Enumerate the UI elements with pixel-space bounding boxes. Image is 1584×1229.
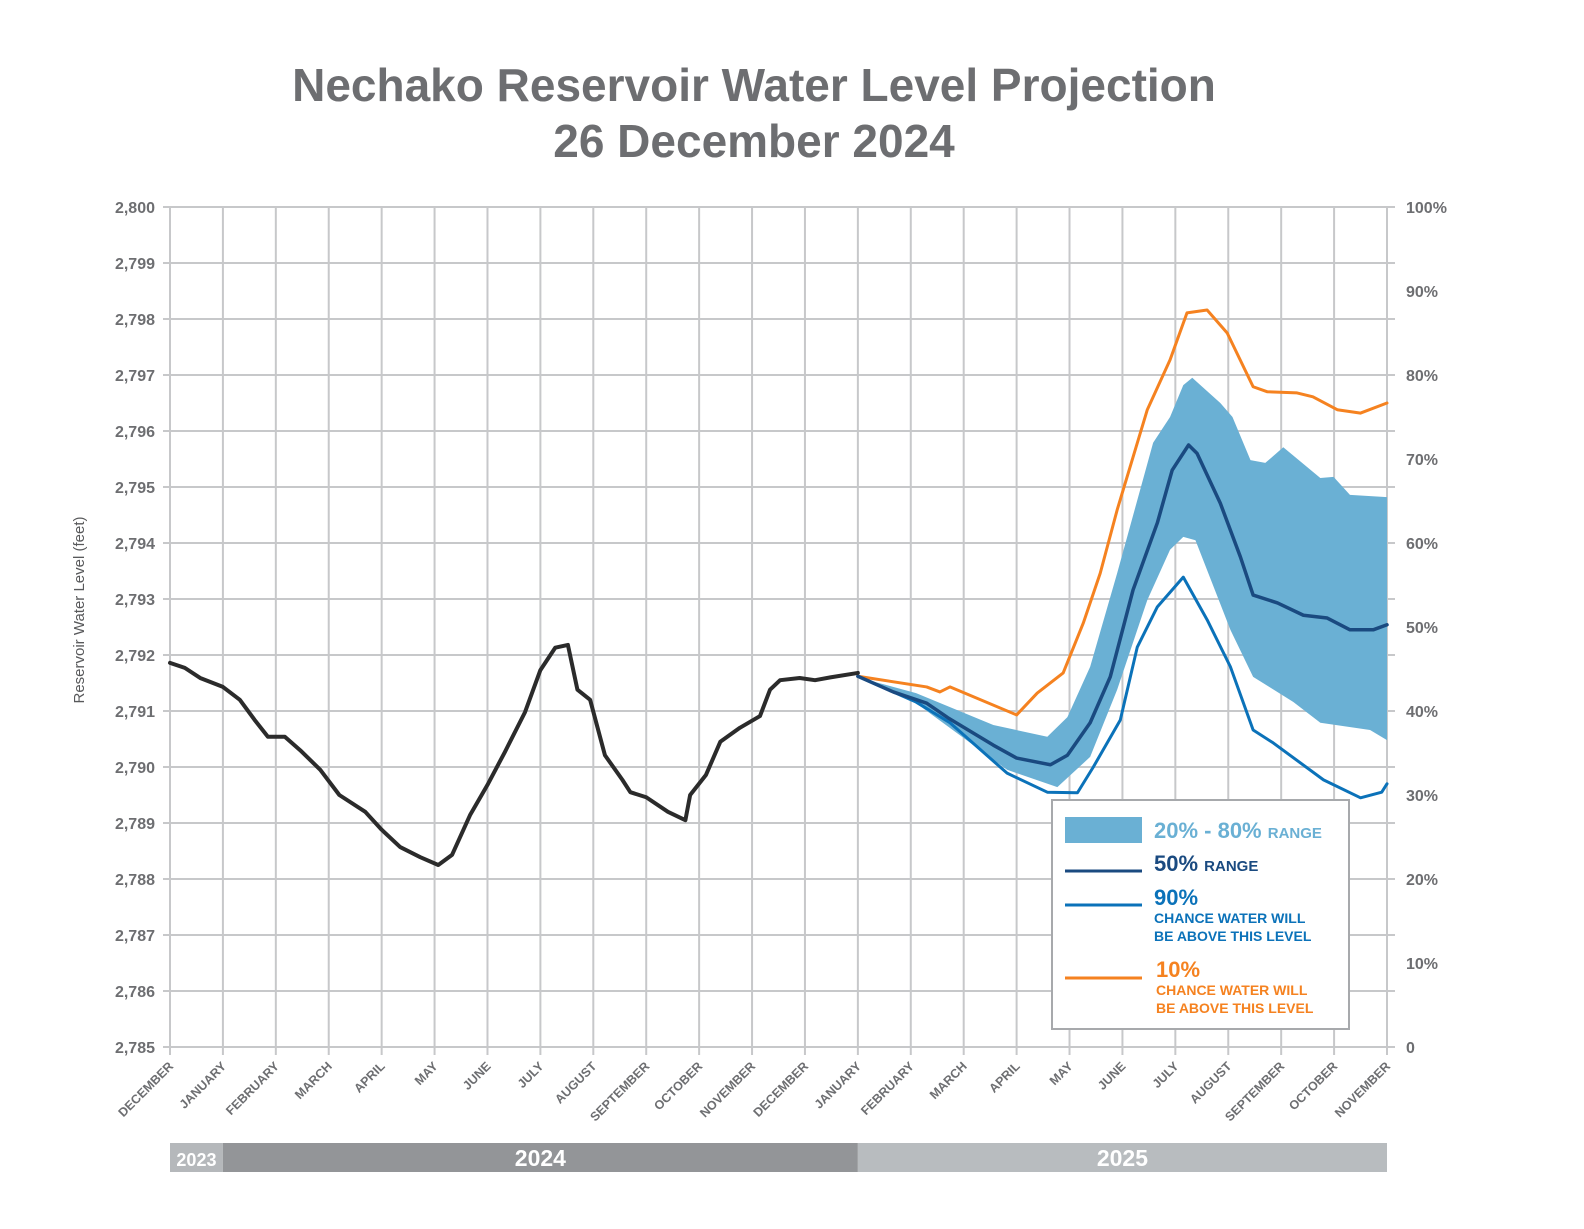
- year-label: 2024: [515, 1145, 566, 1171]
- legend-band-suffix: RANGE: [1268, 825, 1322, 842]
- x-tick-label: JANUARY: [812, 1059, 865, 1112]
- x-tick-label: MARCH: [292, 1059, 335, 1102]
- x-tick-label: FEBRUARY: [858, 1059, 917, 1118]
- x-tick-label: OCTOBER: [1286, 1059, 1340, 1113]
- legend-p50-label: 50%: [1154, 851, 1198, 876]
- x-tick-label: DECEMBER: [116, 1059, 176, 1119]
- y2-axis: 0 10% 20% 30% 40% 50% 60% 70% 80% 90% 100%: [1406, 200, 1447, 1057]
- y-axis-label: Reservoir Water Level (feet): [71, 516, 88, 703]
- year-segment-2023: [170, 1143, 223, 1172]
- y-tick-label: 2,790: [115, 760, 155, 777]
- y2-tick-label: 100%: [1406, 200, 1447, 217]
- legend-p90-label: 90%: [1154, 885, 1198, 910]
- y2-tick-label: 50%: [1406, 620, 1438, 637]
- y2-tick-label: 60%: [1406, 536, 1438, 553]
- x-tick-label: MAY: [1047, 1059, 1076, 1088]
- x-tick-label: APRIL: [986, 1059, 1023, 1096]
- y-tick-label: 2,797: [115, 368, 155, 385]
- legend-p10-line2: BE ABOVE THIS LEVEL: [1156, 1000, 1314, 1016]
- year-segment-2024: [222, 1143, 858, 1172]
- series-line-p90: [856, 575, 1389, 800]
- y2-tick-label: 80%: [1406, 368, 1438, 385]
- y-tick-label: 2,794: [115, 536, 155, 553]
- x-tick-label: APRIL: [351, 1059, 388, 1096]
- x-tick-label: AUGUST: [552, 1059, 599, 1106]
- series-line-p50: [856, 443, 1389, 767]
- x-tick-label: MARCH: [927, 1059, 970, 1102]
- y2-tick-label: 10%: [1406, 956, 1438, 973]
- series-line-historical: [168, 642, 860, 867]
- y-tick-label: 2,800: [115, 200, 155, 217]
- x-tick-label: NOVEMBER: [697, 1059, 758, 1120]
- chart-title: Nechako Reservoir Water Level Projection: [292, 59, 1216, 111]
- legend: 20% - 80% RANGE 50% RANGE 90% CHANCE WAT…: [1051, 799, 1350, 1030]
- y2-tick-label: 90%: [1406, 284, 1438, 301]
- legend-p90-line2: BE ABOVE THIS LEVEL: [1154, 928, 1312, 944]
- legend-swatch-band: [1065, 817, 1142, 843]
- x-tick-label: OCTOBER: [651, 1059, 705, 1113]
- y-tick-label: 2,793: [115, 592, 155, 609]
- y-tick-label: 2,796: [115, 424, 155, 441]
- band-20-80: [857, 377, 1387, 788]
- y-tick-label: 2,792: [115, 648, 155, 665]
- year-label: 2023: [176, 1150, 216, 1170]
- y-tick-label: 2,791: [115, 704, 155, 721]
- x-tick-label: DECEMBER: [751, 1059, 811, 1119]
- x-tick-label: FEBRUARY: [223, 1059, 282, 1118]
- legend-p10-label: 10%: [1156, 957, 1200, 982]
- y-tick-label: 2,789: [115, 816, 155, 833]
- y-axis: 2,785 2,786 2,787 2,788 2,789 2,790 2,791 2,792…: [115, 200, 155, 1057]
- legend-band-label: 20% - 80%: [1154, 818, 1262, 843]
- y-tick-label: 2,785: [115, 1040, 155, 1057]
- y2-tick-label: 40%: [1406, 704, 1438, 721]
- x-tick-label: JULY: [1150, 1059, 1182, 1091]
- y-tick-label: 2,786: [115, 984, 155, 1001]
- y2-tick-label: 0: [1406, 1040, 1415, 1057]
- year-bar: 2023 2024 2025: [170, 1143, 1387, 1172]
- y-tick-label: 2,799: [115, 256, 155, 273]
- legend-p50-suffix: RANGE: [1204, 858, 1258, 875]
- x-tick-label: JANUARY: [177, 1059, 230, 1112]
- series-line-p10: [856, 308, 1389, 717]
- legend-p10-line1: CHANCE WATER WILL: [1156, 982, 1308, 998]
- y2-tick-label: 20%: [1406, 872, 1438, 889]
- year-segment-2025: [857, 1143, 1387, 1172]
- x-tick-label: JULY: [515, 1059, 547, 1091]
- series-layer: [168, 308, 1389, 867]
- y-tick-label: 2,795: [115, 480, 155, 497]
- svg-text:20% - 80% RANGE: 20% - 80% RANGE: [1154, 818, 1322, 843]
- x-tick-label: JUNE: [460, 1059, 493, 1092]
- x-tick-label: MAY: [412, 1059, 441, 1088]
- x-tick-label: AUGUST: [1187, 1059, 1234, 1106]
- y-tick-label: 2,798: [115, 312, 155, 329]
- y2-tick-label: 30%: [1406, 788, 1438, 805]
- y-tick-label: 2,787: [115, 928, 155, 945]
- svg-text:50% RANGE: 50% RANGE: [1154, 851, 1258, 876]
- y2-tick-label: 70%: [1406, 452, 1438, 469]
- year-label: 2025: [1097, 1145, 1148, 1171]
- y-tick-label: 2,788: [115, 872, 155, 889]
- legend-p90-line1: CHANCE WATER WILL: [1154, 910, 1306, 926]
- x-tick-label: JUNE: [1095, 1059, 1128, 1092]
- chart-subtitle: 26 December 2024: [553, 115, 955, 167]
- x-tick-label: NOVEMBER: [1332, 1059, 1393, 1120]
